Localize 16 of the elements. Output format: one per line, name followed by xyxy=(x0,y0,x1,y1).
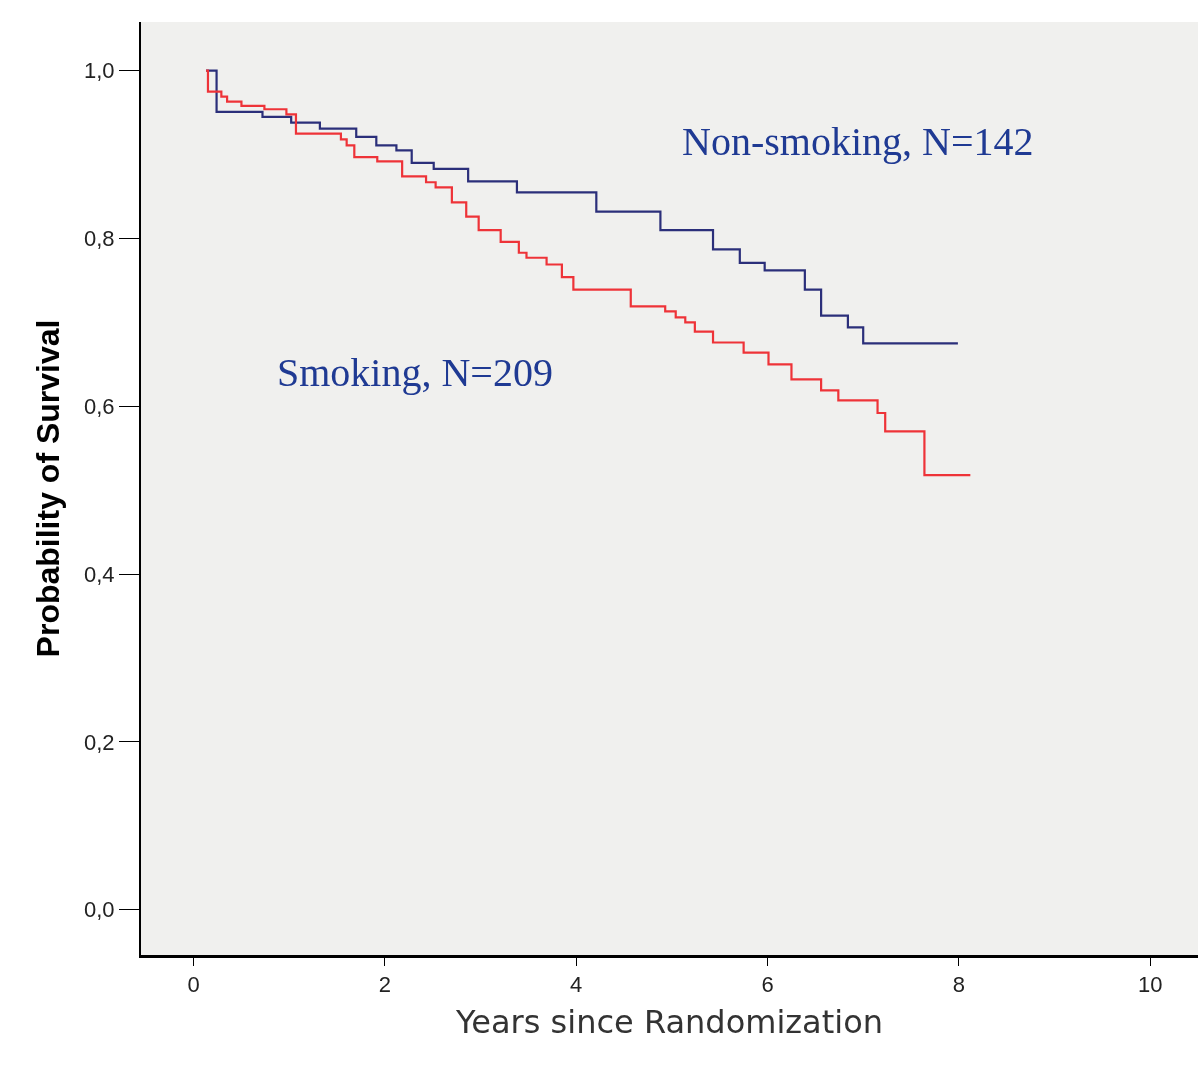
series-label: Non-smoking, N=142 xyxy=(682,119,1034,164)
y-tick-label: 0,6 xyxy=(84,393,115,419)
y-tick-label: 0,2 xyxy=(84,729,115,755)
x-tick-label: 6 xyxy=(761,972,774,998)
y-tick-label: 1,0 xyxy=(84,58,115,84)
y-tick-label: 0,8 xyxy=(84,226,115,252)
x-tick-label: 2 xyxy=(378,972,392,998)
x-axis-title: Years since Randomization xyxy=(455,1003,883,1042)
x-tick-label: 4 xyxy=(570,972,583,998)
series-label: Smoking, N=209 xyxy=(277,350,553,395)
x-tick-label: 8 xyxy=(952,972,965,998)
x-tick-label: 10 xyxy=(1137,972,1163,998)
y-tick-label: 0,4 xyxy=(84,561,115,587)
y-tick-label: 0,0 xyxy=(84,897,115,923)
y-axis-title: Probability of Survival xyxy=(29,319,66,658)
x-tick-label: 0 xyxy=(187,972,200,998)
